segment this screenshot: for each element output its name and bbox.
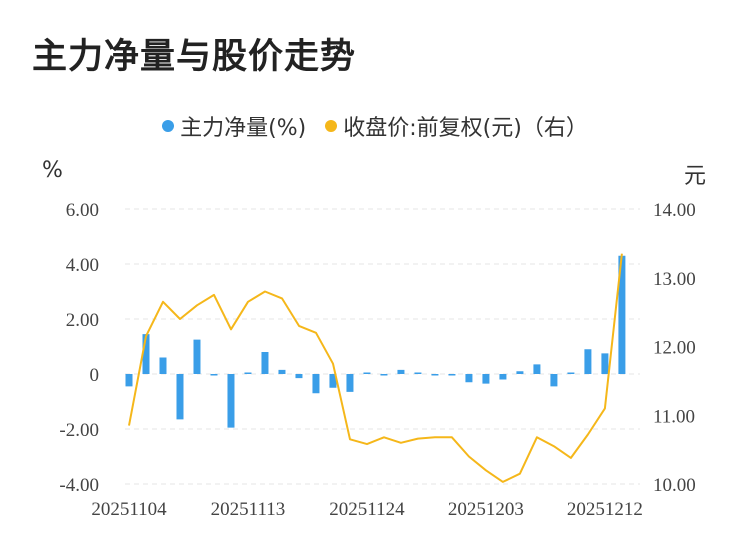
y-tick-label-right: 12.00 <box>653 338 696 359</box>
x-tick-label: 20251113 <box>211 499 286 520</box>
legend-item-close-price[interactable]: 收盘价:前复权(元)（右） <box>325 110 588 142</box>
legend-dot-icon <box>162 120 175 132</box>
bar-net-volume <box>516 371 524 374</box>
legend-label-close-price: 收盘价:前复权(元)（右） <box>343 116 588 141</box>
line-close-price <box>128 253 623 483</box>
y-tick-label-right: 14.00 <box>653 200 696 221</box>
bar-net-volume <box>142 334 150 374</box>
y-tick-label-right: 13.00 <box>653 269 696 290</box>
bar-net-volume <box>125 374 133 387</box>
y-tick-label-left: -4.00 <box>59 475 99 496</box>
y-tick-label-left: 6.00 <box>66 200 99 221</box>
bar-net-volume <box>176 374 184 420</box>
bar-net-volume <box>227 374 235 428</box>
legend-item-net-volume[interactable]: 主力净量(%) <box>162 110 306 142</box>
bar-net-volume <box>380 374 388 376</box>
y-axis-right-unit: 元 <box>684 164 707 189</box>
bar-net-volume <box>346 374 354 392</box>
x-tick-label: 20251203 <box>448 499 524 520</box>
bar-net-volume <box>567 372 575 374</box>
bar-net-volume <box>210 374 218 376</box>
bar-net-volume <box>618 255 626 374</box>
legend-dot-icon <box>325 120 338 132</box>
bar-net-volume <box>465 374 473 383</box>
bar-net-volume <box>278 369 286 374</box>
bar-net-volume <box>312 374 320 394</box>
bar-net-volume <box>448 374 456 376</box>
y-tick-label-right: 10.00 <box>653 475 696 496</box>
bar-net-volume <box>482 374 490 384</box>
legend-label-net-volume: 主力净量(%) <box>180 116 307 141</box>
legend: 主力净量(%) 收盘价:前复权(元)（右） <box>0 110 750 142</box>
x-tick-label: 20251212 <box>567 499 643 520</box>
x-tick-label: 20251104 <box>91 499 167 520</box>
bar-net-volume <box>159 357 167 374</box>
bar-net-volume <box>329 374 337 388</box>
bar-net-volume <box>584 349 592 374</box>
bar-net-volume <box>499 374 507 380</box>
bar-net-volume <box>414 372 422 374</box>
y-tick-label-left: -2.00 <box>59 420 99 441</box>
y-tick-label-left: 2.00 <box>66 310 99 331</box>
bar-net-volume <box>295 374 303 379</box>
y-tick-label-left: 0 <box>90 365 100 386</box>
bar-net-volume <box>363 372 371 374</box>
bar-net-volume <box>550 374 558 387</box>
chart-title: 主力净量与股价走势 <box>32 37 357 77</box>
y-axis-left-unit: % <box>42 158 63 183</box>
bar-net-volume <box>261 352 269 374</box>
y-tick-label-left: 4.00 <box>66 255 99 276</box>
y-tick-label-right: 11.00 <box>653 406 695 427</box>
bar-net-volume <box>397 369 405 374</box>
bar-net-volume <box>193 339 201 374</box>
bar-net-volume <box>533 364 541 374</box>
bar-net-volume <box>601 353 609 374</box>
bar-net-volume <box>431 374 439 376</box>
x-tick-label: 20251124 <box>329 499 405 520</box>
bar-net-volume <box>244 372 252 374</box>
